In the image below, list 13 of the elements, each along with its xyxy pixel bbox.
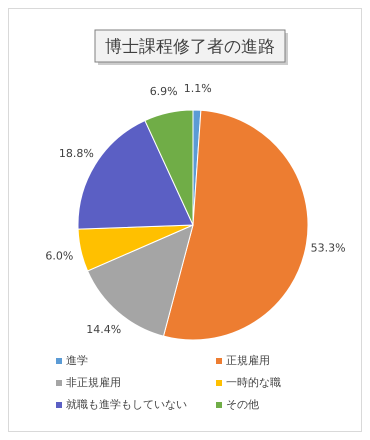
legend-label: 一時的な職 xyxy=(226,376,281,389)
data-label: 6.0% xyxy=(45,249,74,262)
legend-label: 正規雇用 xyxy=(226,354,270,367)
data-label: 6.9% xyxy=(150,85,178,98)
data-label: 53.3% xyxy=(310,241,346,254)
legend-label: その他 xyxy=(226,398,259,411)
data-label: 14.4% xyxy=(86,322,122,336)
data-label: 18.8% xyxy=(58,147,94,160)
legend-label: 就職も進学もしていない xyxy=(66,398,187,411)
chart-title: 博士課程修了者の進路 xyxy=(105,37,275,57)
data-label: 1.1% xyxy=(184,82,212,96)
legend-label: 進学 xyxy=(66,354,88,367)
legend-label: 非正規雇用 xyxy=(66,376,121,389)
